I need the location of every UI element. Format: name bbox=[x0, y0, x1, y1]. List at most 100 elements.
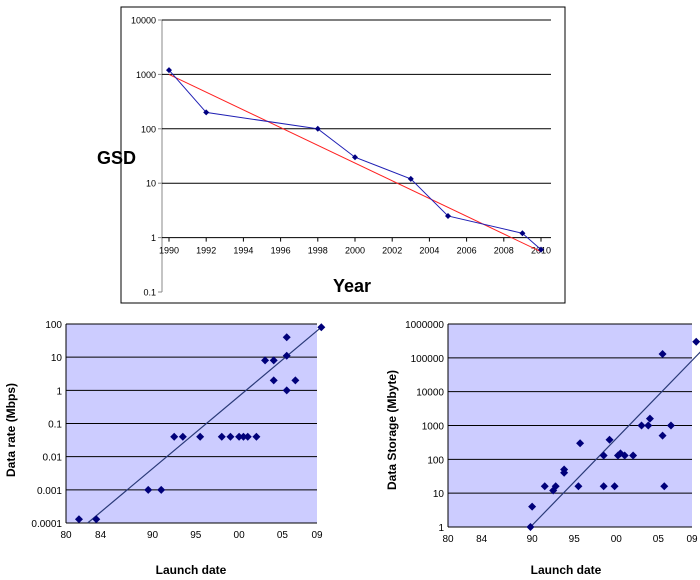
rate-x-tick-label: 00 bbox=[234, 530, 246, 541]
gsd-x-tick-label: 1994 bbox=[233, 246, 253, 256]
rate-y-tick-label: 0.01 bbox=[43, 453, 63, 464]
rate-data-point bbox=[282, 333, 291, 342]
gsd-data-point bbox=[166, 67, 172, 74]
rate-y-tick-label: 1 bbox=[56, 386, 62, 397]
rate-y-tick-label: 0.0001 bbox=[31, 519, 62, 530]
data-storage-xlabel: Launch date bbox=[531, 563, 602, 577]
rate-data-point bbox=[239, 432, 248, 441]
storage-data-point bbox=[658, 431, 667, 440]
storage-data-point bbox=[629, 451, 638, 460]
rate-data-point bbox=[317, 323, 326, 332]
gsd-y-tick-label: 10 bbox=[146, 179, 156, 189]
rate-data-point bbox=[282, 351, 291, 360]
gsd-chart-frame bbox=[120, 6, 566, 304]
data-storage-ylabel: Data Storage (Mbyte) bbox=[385, 370, 399, 490]
rate-data-point bbox=[74, 515, 83, 524]
gsd-y-tick-label: 100 bbox=[141, 124, 156, 134]
storage-data-point bbox=[540, 482, 549, 491]
storage-y-tick-label: 10000 bbox=[416, 388, 444, 399]
rate-data-point bbox=[282, 386, 291, 395]
rate-x-tick-label: 05 bbox=[277, 530, 289, 541]
rate-data-point bbox=[170, 432, 179, 441]
storage-x-tick-label: 90 bbox=[527, 534, 539, 545]
storage-data-point bbox=[599, 482, 608, 491]
rate-y-tick-label: 0.1 bbox=[48, 420, 62, 431]
rate-y-tick-label: 0.001 bbox=[37, 486, 62, 497]
storage-y-tick-label: 10 bbox=[433, 489, 445, 500]
storage-y-tick-label: 1000000 bbox=[405, 320, 444, 331]
gsd-y-tick-label: 1000 bbox=[136, 70, 156, 80]
gsd-data-point bbox=[352, 154, 358, 161]
rate-data-point bbox=[243, 432, 252, 441]
storage-data-point bbox=[528, 502, 537, 511]
storage-x-tick-label: 80 bbox=[442, 534, 454, 545]
rate-data-point bbox=[252, 432, 261, 441]
storage-data-point bbox=[658, 349, 667, 358]
gsd-chart: 10000 1000 100 10 1 0.1 1990 1992 1994 1996 1998 20… bbox=[131, 16, 551, 298]
storage-data-point bbox=[666, 421, 675, 430]
rate-y-tick-label: 100 bbox=[45, 320, 62, 331]
gsd-data-point bbox=[314, 125, 321, 132]
storage-x-tick-label: 00 bbox=[611, 534, 623, 545]
storage-data-point bbox=[637, 421, 646, 430]
storage-data-point bbox=[644, 421, 653, 430]
storage-data-point bbox=[660, 482, 669, 491]
rate-data-point bbox=[291, 376, 300, 385]
storage-data-point bbox=[645, 414, 654, 423]
rate-data-point bbox=[178, 432, 187, 441]
storage-y-tick-label: 1 bbox=[438, 523, 444, 534]
gsd-trend-line bbox=[168, 73, 542, 253]
data-rate-xlabel: Launch date bbox=[156, 563, 227, 577]
storage-data-point bbox=[605, 435, 614, 444]
rate-data-point bbox=[269, 356, 278, 365]
storage-trend-line bbox=[530, 351, 700, 528]
storage-x-tick-label: 09 bbox=[686, 534, 698, 545]
gsd-data-point bbox=[519, 230, 526, 237]
rate-trend-line bbox=[87, 326, 322, 524]
storage-x-tick-label: 05 bbox=[653, 534, 665, 545]
storage-y-tick-label: 100 bbox=[427, 455, 444, 466]
storage-data-point bbox=[599, 451, 608, 460]
rate-data-point bbox=[217, 432, 226, 441]
rate-data-point bbox=[92, 515, 101, 524]
storage-data-point bbox=[620, 451, 629, 460]
rate-x-tick-label: 90 bbox=[147, 530, 159, 541]
rate-data-point bbox=[157, 485, 166, 494]
data-storage-chart: 1000000 100000 10000 1000 100 10 180 84 90 95 00 05… bbox=[405, 320, 700, 545]
gsd-data-point bbox=[407, 175, 414, 182]
rate-data-point bbox=[269, 376, 278, 385]
gsd-x-tick-label: 2000 bbox=[345, 246, 365, 256]
gsd-data-point bbox=[538, 246, 544, 253]
gsd-data-point bbox=[203, 109, 210, 116]
storage-y-tick-label: 100000 bbox=[411, 354, 445, 365]
rate-x-tick-label: 84 bbox=[95, 530, 107, 541]
gsd-x-tick-label: 1990 bbox=[159, 246, 179, 256]
gsd-x-tick-label: 2002 bbox=[382, 246, 402, 256]
storage-data-point bbox=[526, 523, 535, 531]
gsd-x-tick-label: 1998 bbox=[308, 246, 328, 256]
gsd-x-tick-label: 1996 bbox=[271, 246, 291, 256]
rate-data-point bbox=[235, 432, 244, 441]
rate-data-point bbox=[196, 432, 205, 441]
gsd-x-tick-label: 2004 bbox=[419, 246, 439, 256]
rate-x-tick-label: 80 bbox=[60, 530, 72, 541]
storage-data-point bbox=[610, 482, 619, 491]
storage-x-tick-label: 95 bbox=[569, 534, 581, 545]
gsd-y-tick-label: 10000 bbox=[131, 16, 156, 26]
storage-data-point bbox=[574, 482, 583, 491]
gsd-axis-label: GSD bbox=[97, 148, 136, 168]
rate-data-point bbox=[144, 485, 153, 494]
storage-data-point bbox=[576, 439, 585, 448]
rate-y-tick-label: 10 bbox=[51, 353, 63, 364]
year-label-backdrop bbox=[327, 272, 379, 298]
gsd-x-tick-label: 2006 bbox=[457, 246, 477, 256]
rate-data-point bbox=[261, 356, 270, 365]
storage-data-point bbox=[692, 337, 700, 346]
gsd-y-tick-label: 0.1 bbox=[143, 288, 156, 298]
rate-data-point bbox=[226, 432, 235, 441]
gsd-x-tick-label: 1992 bbox=[196, 246, 216, 256]
storage-x-tick-label: 84 bbox=[476, 534, 488, 545]
year-axis-label: Year bbox=[333, 276, 371, 296]
